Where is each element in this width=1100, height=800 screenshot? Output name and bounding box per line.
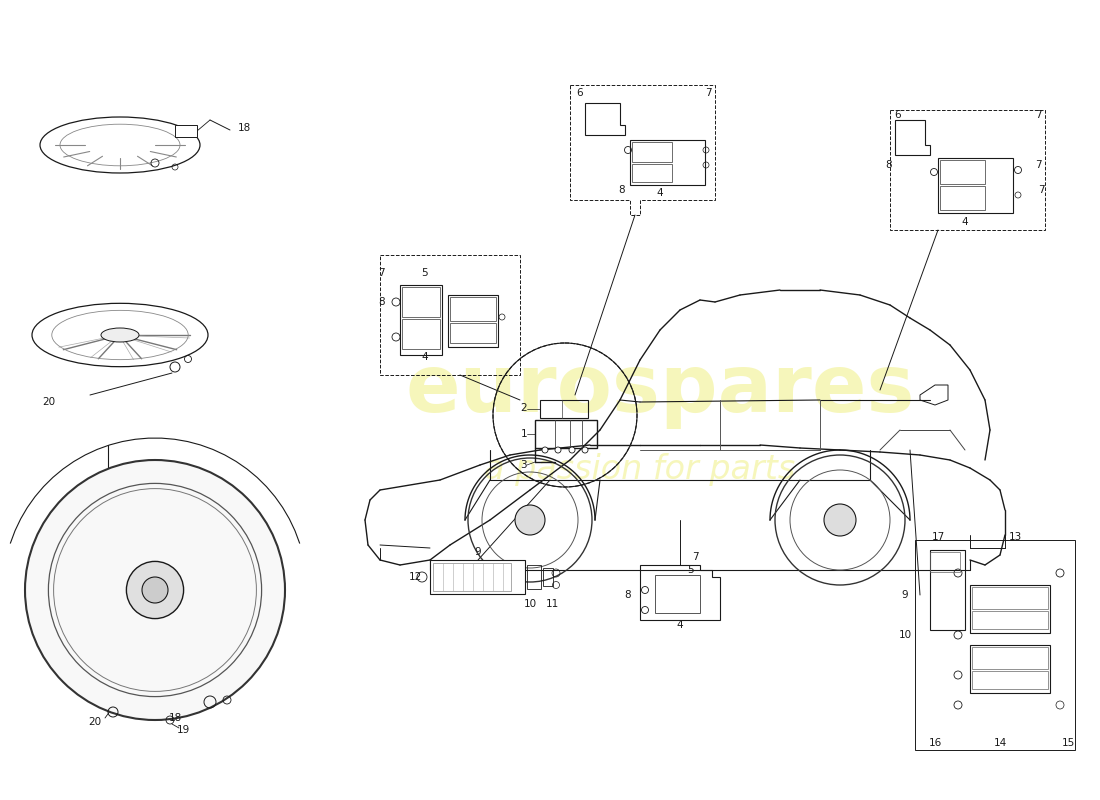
- Text: 6: 6: [894, 110, 901, 120]
- Text: 14: 14: [993, 738, 1007, 748]
- Bar: [402, 287, 440, 317]
- Text: 8: 8: [886, 160, 892, 170]
- Text: 20: 20: [88, 717, 101, 727]
- Circle shape: [824, 504, 856, 536]
- Text: 13: 13: [1009, 532, 1022, 542]
- Text: 7: 7: [705, 88, 712, 98]
- Bar: [430, 560, 525, 594]
- Bar: [940, 160, 984, 184]
- Text: 20: 20: [42, 397, 55, 407]
- Text: 4: 4: [421, 352, 428, 362]
- Bar: [632, 142, 672, 162]
- Text: 4: 4: [676, 620, 683, 630]
- Bar: [448, 295, 498, 347]
- Text: 10: 10: [899, 630, 912, 640]
- Text: 8: 8: [618, 185, 625, 195]
- Text: a passion for parts: a passion for parts: [484, 454, 795, 486]
- Text: 6: 6: [576, 88, 583, 98]
- Text: 1: 1: [520, 429, 527, 439]
- Bar: [972, 611, 1048, 629]
- Bar: [402, 319, 440, 349]
- Text: 4: 4: [657, 188, 663, 198]
- Bar: [175, 125, 197, 137]
- Ellipse shape: [101, 328, 139, 342]
- Bar: [972, 647, 1048, 669]
- Bar: [630, 140, 705, 185]
- Text: 9: 9: [475, 547, 482, 557]
- Bar: [940, 186, 984, 210]
- Text: 8: 8: [625, 590, 631, 600]
- Bar: [970, 645, 1050, 693]
- Text: 7: 7: [1035, 160, 1042, 170]
- Text: 4: 4: [961, 217, 968, 227]
- Text: 7: 7: [692, 552, 698, 562]
- Bar: [543, 568, 553, 586]
- Bar: [400, 285, 442, 355]
- Bar: [654, 575, 700, 613]
- Text: 7: 7: [1035, 110, 1042, 120]
- Text: 9: 9: [902, 590, 909, 600]
- Text: 8: 8: [378, 297, 385, 307]
- Bar: [535, 420, 597, 448]
- Text: 10: 10: [524, 599, 537, 609]
- Circle shape: [569, 447, 575, 453]
- Bar: [527, 565, 541, 589]
- Bar: [433, 563, 512, 591]
- Text: 18: 18: [168, 713, 182, 723]
- Bar: [972, 671, 1048, 689]
- Bar: [930, 552, 960, 572]
- Text: 17: 17: [932, 532, 945, 542]
- Text: 16: 16: [928, 738, 942, 748]
- Circle shape: [142, 577, 168, 603]
- Circle shape: [25, 460, 285, 720]
- Text: 5: 5: [421, 268, 428, 278]
- Text: 7: 7: [1038, 185, 1045, 195]
- Circle shape: [515, 505, 544, 535]
- Bar: [632, 164, 672, 182]
- Circle shape: [556, 447, 561, 453]
- Bar: [938, 158, 1013, 213]
- Text: 12: 12: [408, 572, 421, 582]
- Circle shape: [542, 447, 548, 453]
- Text: 3: 3: [520, 460, 527, 470]
- Bar: [970, 585, 1050, 633]
- Bar: [450, 297, 496, 321]
- Bar: [972, 587, 1048, 609]
- Bar: [540, 400, 589, 418]
- Bar: [930, 550, 965, 630]
- Text: 5: 5: [686, 565, 693, 575]
- Circle shape: [126, 562, 184, 618]
- Text: 15: 15: [1062, 738, 1075, 748]
- Text: 7: 7: [378, 268, 385, 278]
- Bar: [450, 323, 496, 343]
- Circle shape: [582, 447, 588, 453]
- Text: 19: 19: [176, 725, 189, 735]
- Text: 11: 11: [546, 599, 559, 609]
- Text: 2: 2: [520, 403, 527, 413]
- Text: 18: 18: [238, 123, 251, 133]
- Text: eurospares: eurospares: [405, 351, 915, 429]
